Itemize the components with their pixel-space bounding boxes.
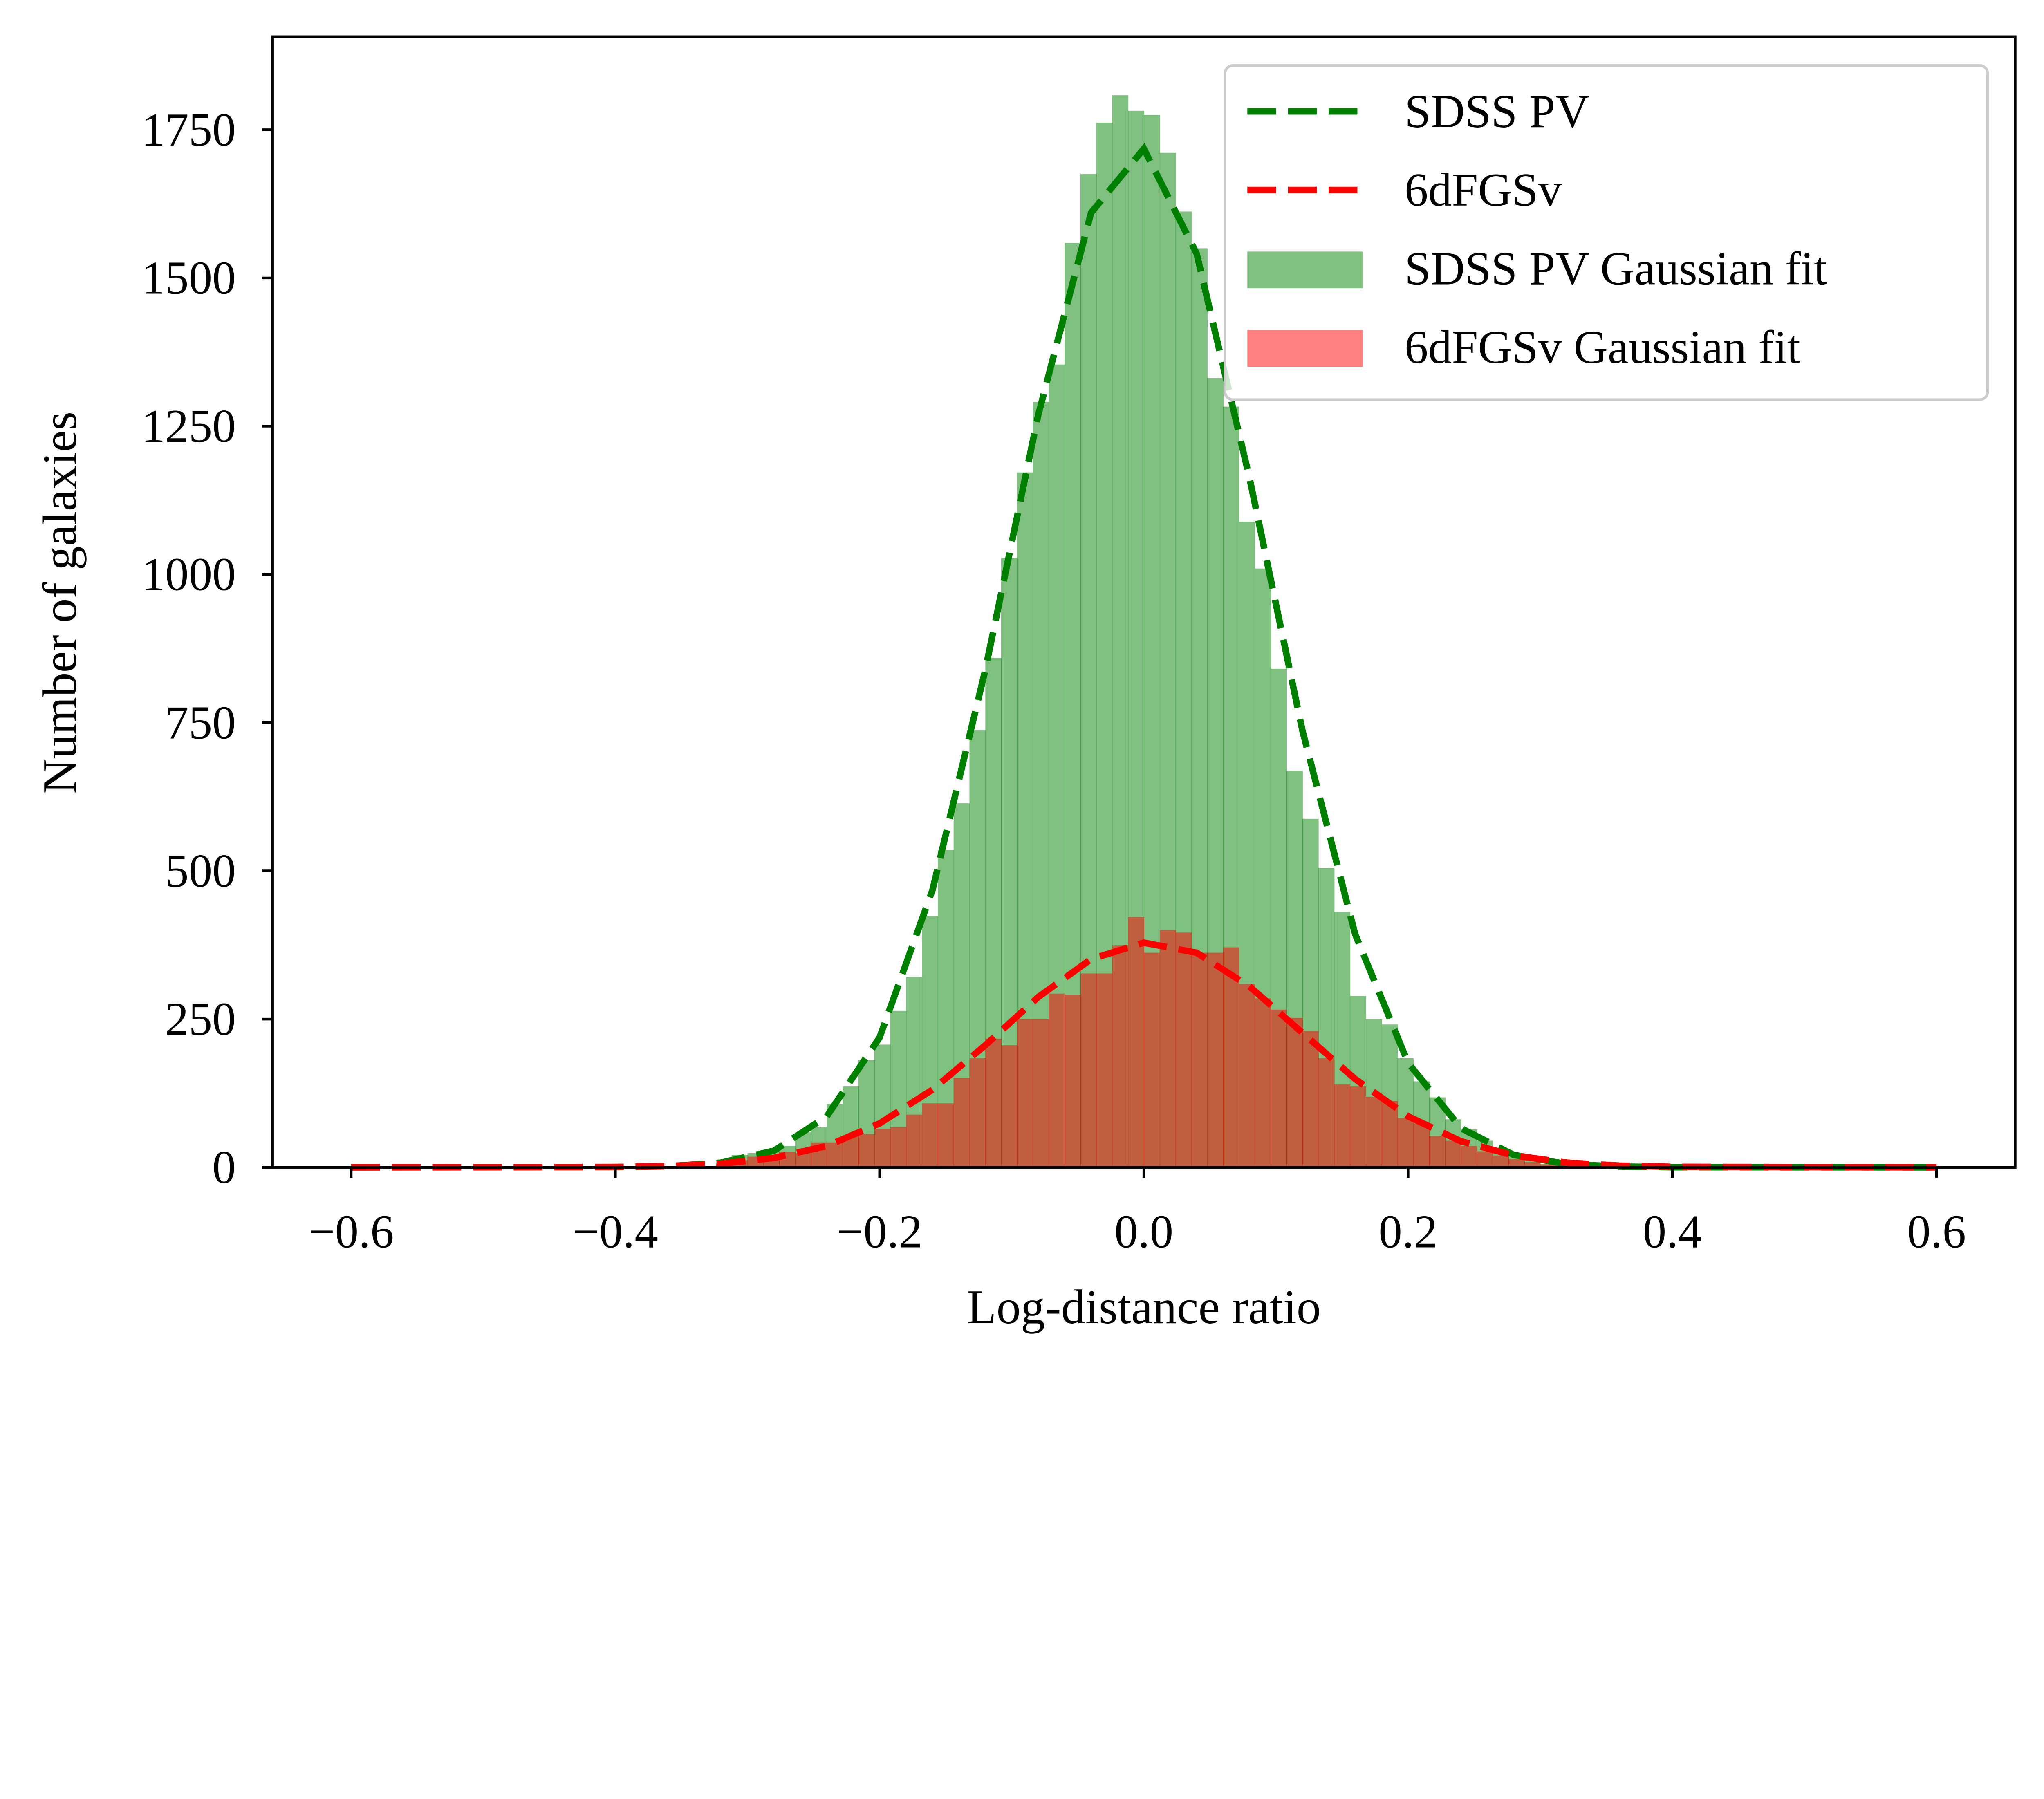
histogram-bar	[1477, 1151, 1493, 1167]
legend-label-6dfgsv-fit: 6dFGSv Gaussian fit	[1405, 321, 1800, 373]
histogram-bar	[1461, 1146, 1477, 1167]
histogram-bar	[874, 1129, 891, 1167]
legend: SDSS PV 6dFGSv SDSS PV Gaussian fit 6dFG…	[1224, 64, 1989, 401]
histogram-bar	[1508, 1159, 1525, 1167]
histogram-bar	[1033, 1019, 1049, 1167]
histogram-bar	[1302, 1031, 1319, 1167]
histogram-bar	[1255, 998, 1271, 1167]
fit-line-sdss-pv	[351, 143, 1937, 1171]
histogram-bar	[890, 1127, 907, 1167]
y-tick-label: 1750	[141, 103, 236, 156]
x-tick-label: −0.6	[308, 1205, 394, 1257]
y-tick-label: 250	[165, 993, 236, 1045]
histogram-bar	[858, 1134, 875, 1167]
histogram-bar	[1381, 1101, 1398, 1167]
legend-label-6dfgsv: 6dFGSv	[1405, 164, 1562, 216]
histogram-bar	[1080, 973, 1097, 1167]
histogram-6dfgsv	[715, 917, 1573, 1167]
x-tick-label: 0.2	[1378, 1205, 1437, 1257]
histogram-bar	[1429, 1136, 1446, 1167]
y-axis-ticks: 0 250 500 750 1000 1250 1500 1750	[141, 103, 273, 1193]
histogram-bar	[1065, 995, 1081, 1167]
y-tick-label: 0	[212, 1141, 236, 1193]
x-tick-label: −0.2	[837, 1205, 922, 1257]
legend-patch-6dfgsv-fit	[1247, 330, 1363, 367]
x-axis-ticks: −0.6 −0.4 −0.2 0.0 0.2 0.4 0.6	[308, 1167, 1966, 1257]
histogram-bar	[1239, 984, 1255, 1167]
y-tick-label: 1250	[141, 400, 236, 452]
histogram-bar	[1397, 1118, 1414, 1167]
histogram-bar	[1001, 1045, 1018, 1167]
y-tick-label: 1500	[141, 251, 236, 304]
legend-patch-sdss-pv-fit	[1247, 251, 1363, 289]
histogram-bar	[827, 1142, 843, 1167]
x-tick-label: 0.6	[1907, 1205, 1966, 1257]
legend-label-sdss-pv-fit: SDSS PV Gaussian fit	[1405, 242, 1827, 295]
fit-lines	[351, 143, 1937, 1171]
histogram-bar	[1144, 952, 1160, 1167]
x-axis-label: Log-distance ratio	[967, 1280, 1321, 1334]
histogram-bar	[1223, 947, 1239, 1167]
legend-box	[1224, 64, 1989, 401]
histogram-bar	[969, 1058, 986, 1167]
histogram-bar	[1159, 930, 1176, 1167]
histogram-bar	[1207, 952, 1224, 1167]
y-tick-label: 750	[165, 696, 236, 748]
x-tick-label: −0.4	[573, 1205, 658, 1257]
histogram-bar	[1128, 917, 1145, 1167]
histogram-chart: −0.6 −0.4 −0.2 0.0 0.2 0.4 0.6 0 250 500 750 1000 1…	[33, 35, 2017, 1334]
histogram-bar	[1175, 932, 1192, 1167]
histogram-bar	[1334, 1084, 1351, 1167]
histogram-bar	[1271, 1009, 1287, 1167]
histogram-bar	[795, 1153, 811, 1167]
histogram-bar	[1493, 1155, 1509, 1167]
histogram-bar	[1445, 1140, 1461, 1167]
legend-label-sdss-pv: SDSS PV	[1405, 85, 1589, 137]
histogram-bar	[906, 1114, 923, 1167]
histogram-bar	[1413, 1123, 1430, 1167]
histogram-bar	[1366, 1097, 1382, 1167]
y-tick-label: 500	[165, 845, 236, 897]
histogram-bar	[1318, 1058, 1335, 1167]
x-tick-label: 0.0	[1114, 1205, 1173, 1257]
y-tick-label: 1000	[141, 548, 236, 600]
histogram-bar	[1017, 1019, 1033, 1167]
histogram-bar	[985, 1038, 1002, 1167]
histogram-bar	[1096, 973, 1113, 1167]
fit-line-6dfgsv	[351, 939, 1937, 1171]
histogram-bar	[937, 1103, 954, 1167]
histogram-bar	[1049, 993, 1065, 1167]
histogram-bar	[1191, 952, 1208, 1167]
histogram-bar	[1524, 1162, 1541, 1167]
histogram-bar	[953, 1078, 970, 1167]
histogram-bar	[922, 1103, 938, 1167]
histogram-bar	[1112, 945, 1129, 1167]
x-tick-label: 0.4	[1643, 1205, 1702, 1257]
histogram-bar	[1540, 1164, 1557, 1167]
y-axis-label: Number of galaxies	[33, 412, 87, 794]
histogram-bar	[1286, 1018, 1303, 1167]
histogram-bar	[1350, 1086, 1366, 1167]
